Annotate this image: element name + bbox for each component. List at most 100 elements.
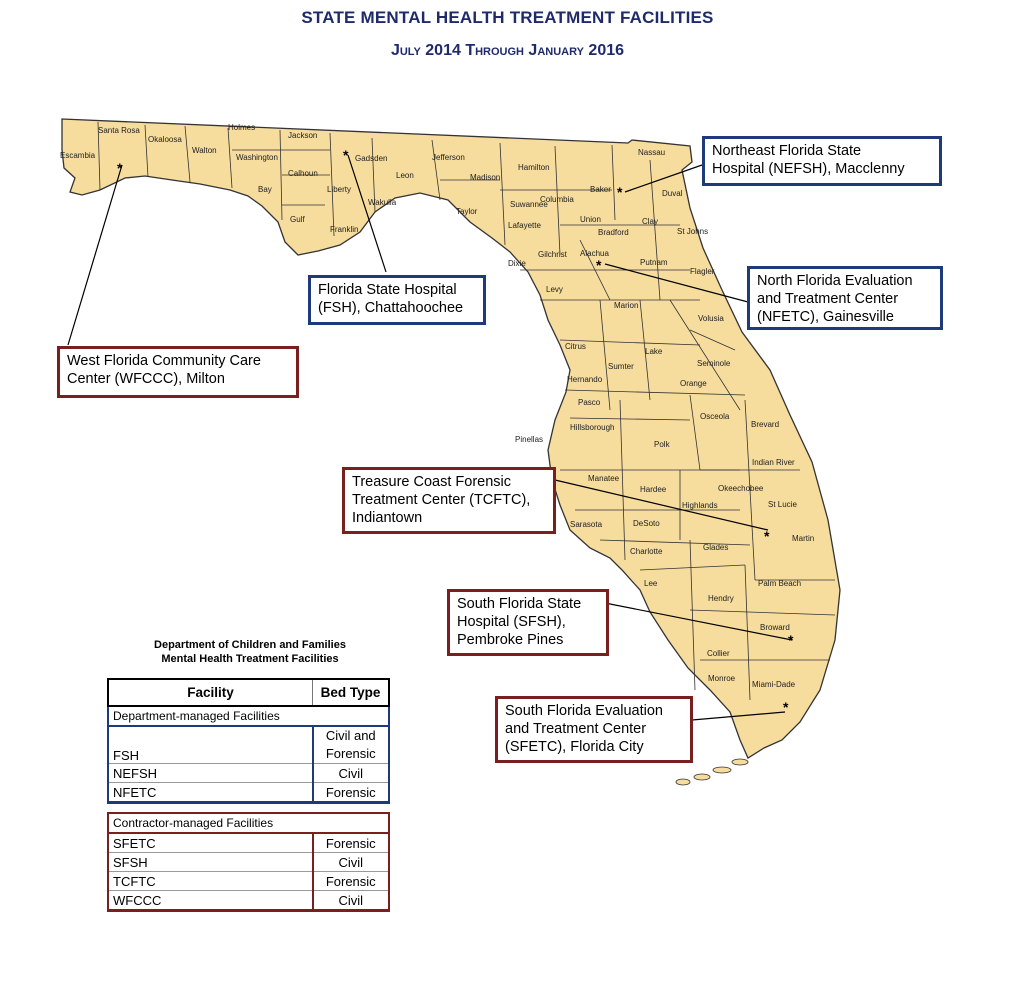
county-label-collier: Collier [707,649,730,658]
county-label-putnam: Putnam [640,258,668,267]
table-row: NEFSH Civil [107,763,390,783]
county-label-lake: Lake [645,347,663,356]
county-label-indian-river: Indian River [752,458,795,467]
county-label-polk: Polk [654,440,671,449]
county-label-hillsborough: Hillsborough [570,423,614,432]
callout-line: (NFETC), Gainesville [757,309,894,325]
marker-fsh: * [343,147,349,163]
callout-line: Hospital (NEFSH), Macclenny [712,161,905,177]
county-label-st-lucie: St Lucie [768,500,797,509]
bed-type-cell: Forensic [311,782,390,804]
county-label-brevard: Brevard [751,420,779,429]
section-row: Department-managed Facilities [107,706,390,727]
county-label-charlotte: Charlotte [630,547,663,556]
county-label-bradford: Bradford [598,228,629,237]
county-label-monroe: Monroe [708,674,736,683]
county-label-levy: Levy [546,285,563,294]
page-title: STATE MENTAL HEALTH TREATMENT FACILITIES [301,8,714,27]
table-caption-line: Mental Health Treatment Facilities [161,653,339,665]
county-label-martin: Martin [792,534,814,543]
county-label-marion: Marion [614,301,638,310]
marker-sfsh: * [788,632,794,648]
callout-line: and Treatment Center [505,721,647,737]
county-label-pasco: Pasco [578,398,601,407]
facility-cell: TCFTC [107,871,314,891]
county-label-desoto: DeSoto [633,519,660,528]
callout-line: Treasure Coast Forensic [352,474,512,490]
county-label-orange: Orange [680,379,707,388]
callout-line: Florida State Hospital [318,282,457,298]
county-label-citrus: Citrus [565,342,586,351]
callout-line: North Florida Evaluation [757,273,913,289]
table-row: SFETC Forensic [107,833,390,853]
county-label-hernando: Hernando [567,375,603,384]
county-label-volusia: Volusia [698,314,724,323]
bed-type-cell: Forensic [311,833,390,853]
callout-wfccc: West Florida Community Care Center (WFCC… [57,346,299,398]
marker-wfccc: * [117,160,123,176]
county-label-lafayette: Lafayette [508,221,541,230]
callout-sfetc: South Florida Evaluation and Treatment C… [495,696,693,763]
facility-cell: NEFSH [107,763,314,783]
county-label-escambia: Escambia [60,151,96,160]
section-label-contractor: Contractor-managed Facilities [107,812,390,834]
table-caption: Department of Children and Families Ment… [100,638,400,666]
table-caption-line: Department of Children and Families [154,639,346,651]
callout-line: (FSH), Chattahoochee [318,300,464,316]
county-label-duval: Duval [662,189,683,198]
callout-fsh: Florida State Hospital (FSH), Chattahooc… [308,275,486,325]
county-borders [97,121,836,701]
callout-line: Hospital (SFSH), [457,614,566,630]
county-label-liberty: Liberty [327,185,351,194]
table-row: FSH Civil and Forensic [107,726,390,764]
county-label-dixie: Dixie [508,259,526,268]
county-label-suwannee: Suwannee [510,200,548,209]
county-label-leon: Leon [396,171,414,180]
callout-line: Treatment Center (TCFTC), [352,492,531,508]
callout-line: South Florida State [457,596,582,612]
florida-outline [61,118,841,759]
callout-line: Pembroke Pines [457,632,564,648]
county-label-gadsden: Gadsden [355,154,387,163]
bed-type-cell: Forensic [311,871,390,891]
page-subtitle: July 2014 Through January 2016 [390,42,625,59]
facility-cell: FSH [107,726,314,764]
county-label-calhoun: Calhoun [288,169,318,178]
county-label-highlands: Highlands [682,501,718,510]
facilities-table: Facility Bed Type Department-managed Fac… [107,678,390,912]
county-label-okeechobee: Okeechobee [718,484,764,493]
county-label-washington: Washington [236,153,278,162]
county-label-sumter: Sumter [608,362,634,371]
county-label-baker: Baker [590,185,611,194]
county-label-jefferson: Jefferson [432,153,465,162]
county-label-palm-beach: Palm Beach [758,579,801,588]
bed-type-line: Civil and [325,728,376,743]
callout-line: and Treatment Center [757,291,899,307]
florida-keys [675,758,749,786]
county-label-flagler: Flagler [690,267,715,276]
county-label-santa-rosa: Santa Rosa [98,126,140,135]
table-header-row: Facility Bed Type [107,678,390,707]
county-label-hamilton: Hamilton [518,163,550,172]
bed-type-cell: Civil [311,763,390,783]
marker-nfetc: * [596,257,602,273]
county-label-gilchrist: Gilchrist [538,250,568,259]
facility-cell: SFETC [107,833,314,853]
county-label-alachua: Alachua [580,249,609,258]
marker-nefsh: * [617,184,623,200]
county-label-holmes: Holmes [228,123,255,132]
county-label-franklin: Franklin [330,225,358,234]
callout-line: West Florida Community Care [67,353,261,369]
bed-type-cell: Civil and Forensic [311,726,390,764]
county-label-bay: Bay [258,185,272,194]
county-label-nassau: Nassau [638,148,665,157]
callout-line: Center (WFCCC), Milton [67,371,225,387]
county-label-wakulla: Wakulla [368,198,397,207]
callout-line: Northeast Florida State [712,143,862,159]
county-label-miami-dade: Miami-Dade [752,680,796,689]
leader-lines [67,154,793,721]
county-label-manatee: Manatee [588,474,620,483]
county-label-glades: Glades [703,543,728,552]
county-label-st-johns: St Johns [677,227,708,236]
table-row: TCFTC Forensic [107,871,390,891]
